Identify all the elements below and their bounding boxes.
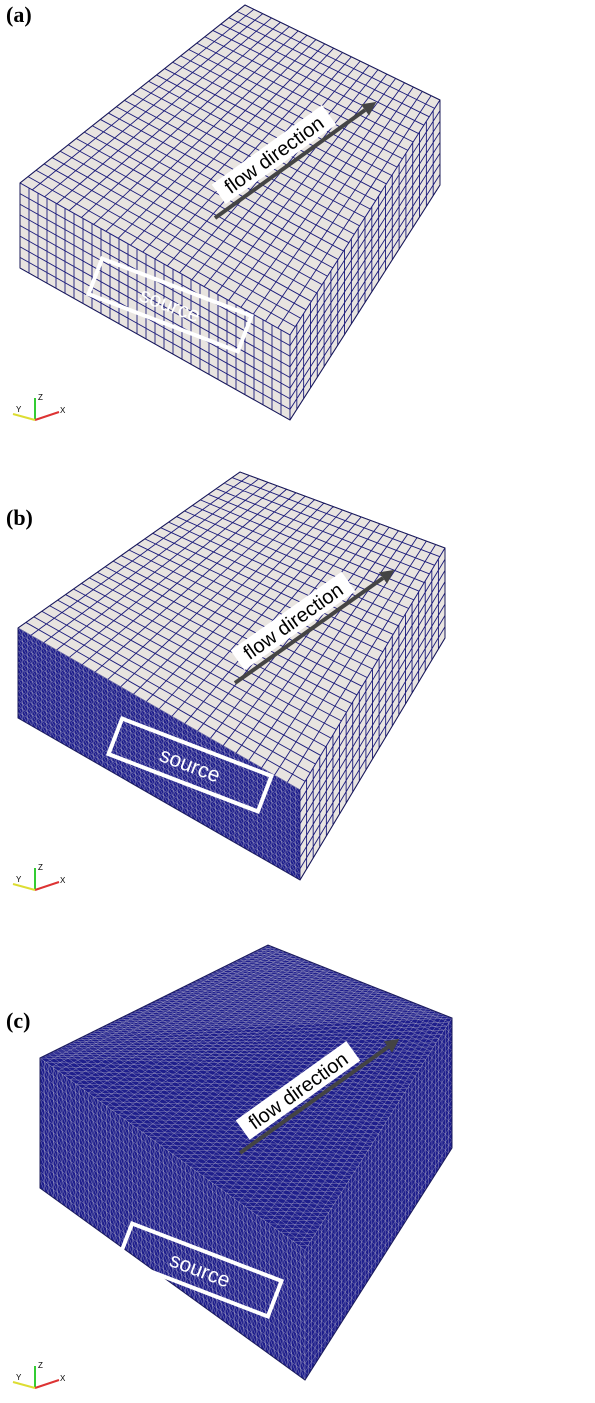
axis-x: [35, 412, 59, 420]
axis-label: Y: [16, 405, 22, 414]
axis-label: Z: [38, 393, 43, 402]
panel-label: (c): [6, 1008, 30, 1033]
axis-label: Y: [16, 875, 22, 884]
axis-label: X: [60, 1374, 66, 1383]
axis-x: [35, 1380, 59, 1388]
axis-label: X: [60, 406, 66, 415]
axis-label: Y: [16, 1373, 22, 1382]
panel-label: (a): [6, 2, 32, 27]
axis-x: [35, 882, 59, 890]
axis-y: [13, 1382, 35, 1388]
axis-y: [13, 414, 35, 420]
figure: (a)flow directionsourceZXY(b)flow direct…: [0, 0, 595, 1403]
axis-label: Z: [38, 863, 43, 872]
axis-label: X: [60, 876, 66, 885]
axis-y: [13, 884, 35, 890]
panel-label: (b): [6, 505, 33, 530]
axis-label: Z: [38, 1361, 43, 1370]
